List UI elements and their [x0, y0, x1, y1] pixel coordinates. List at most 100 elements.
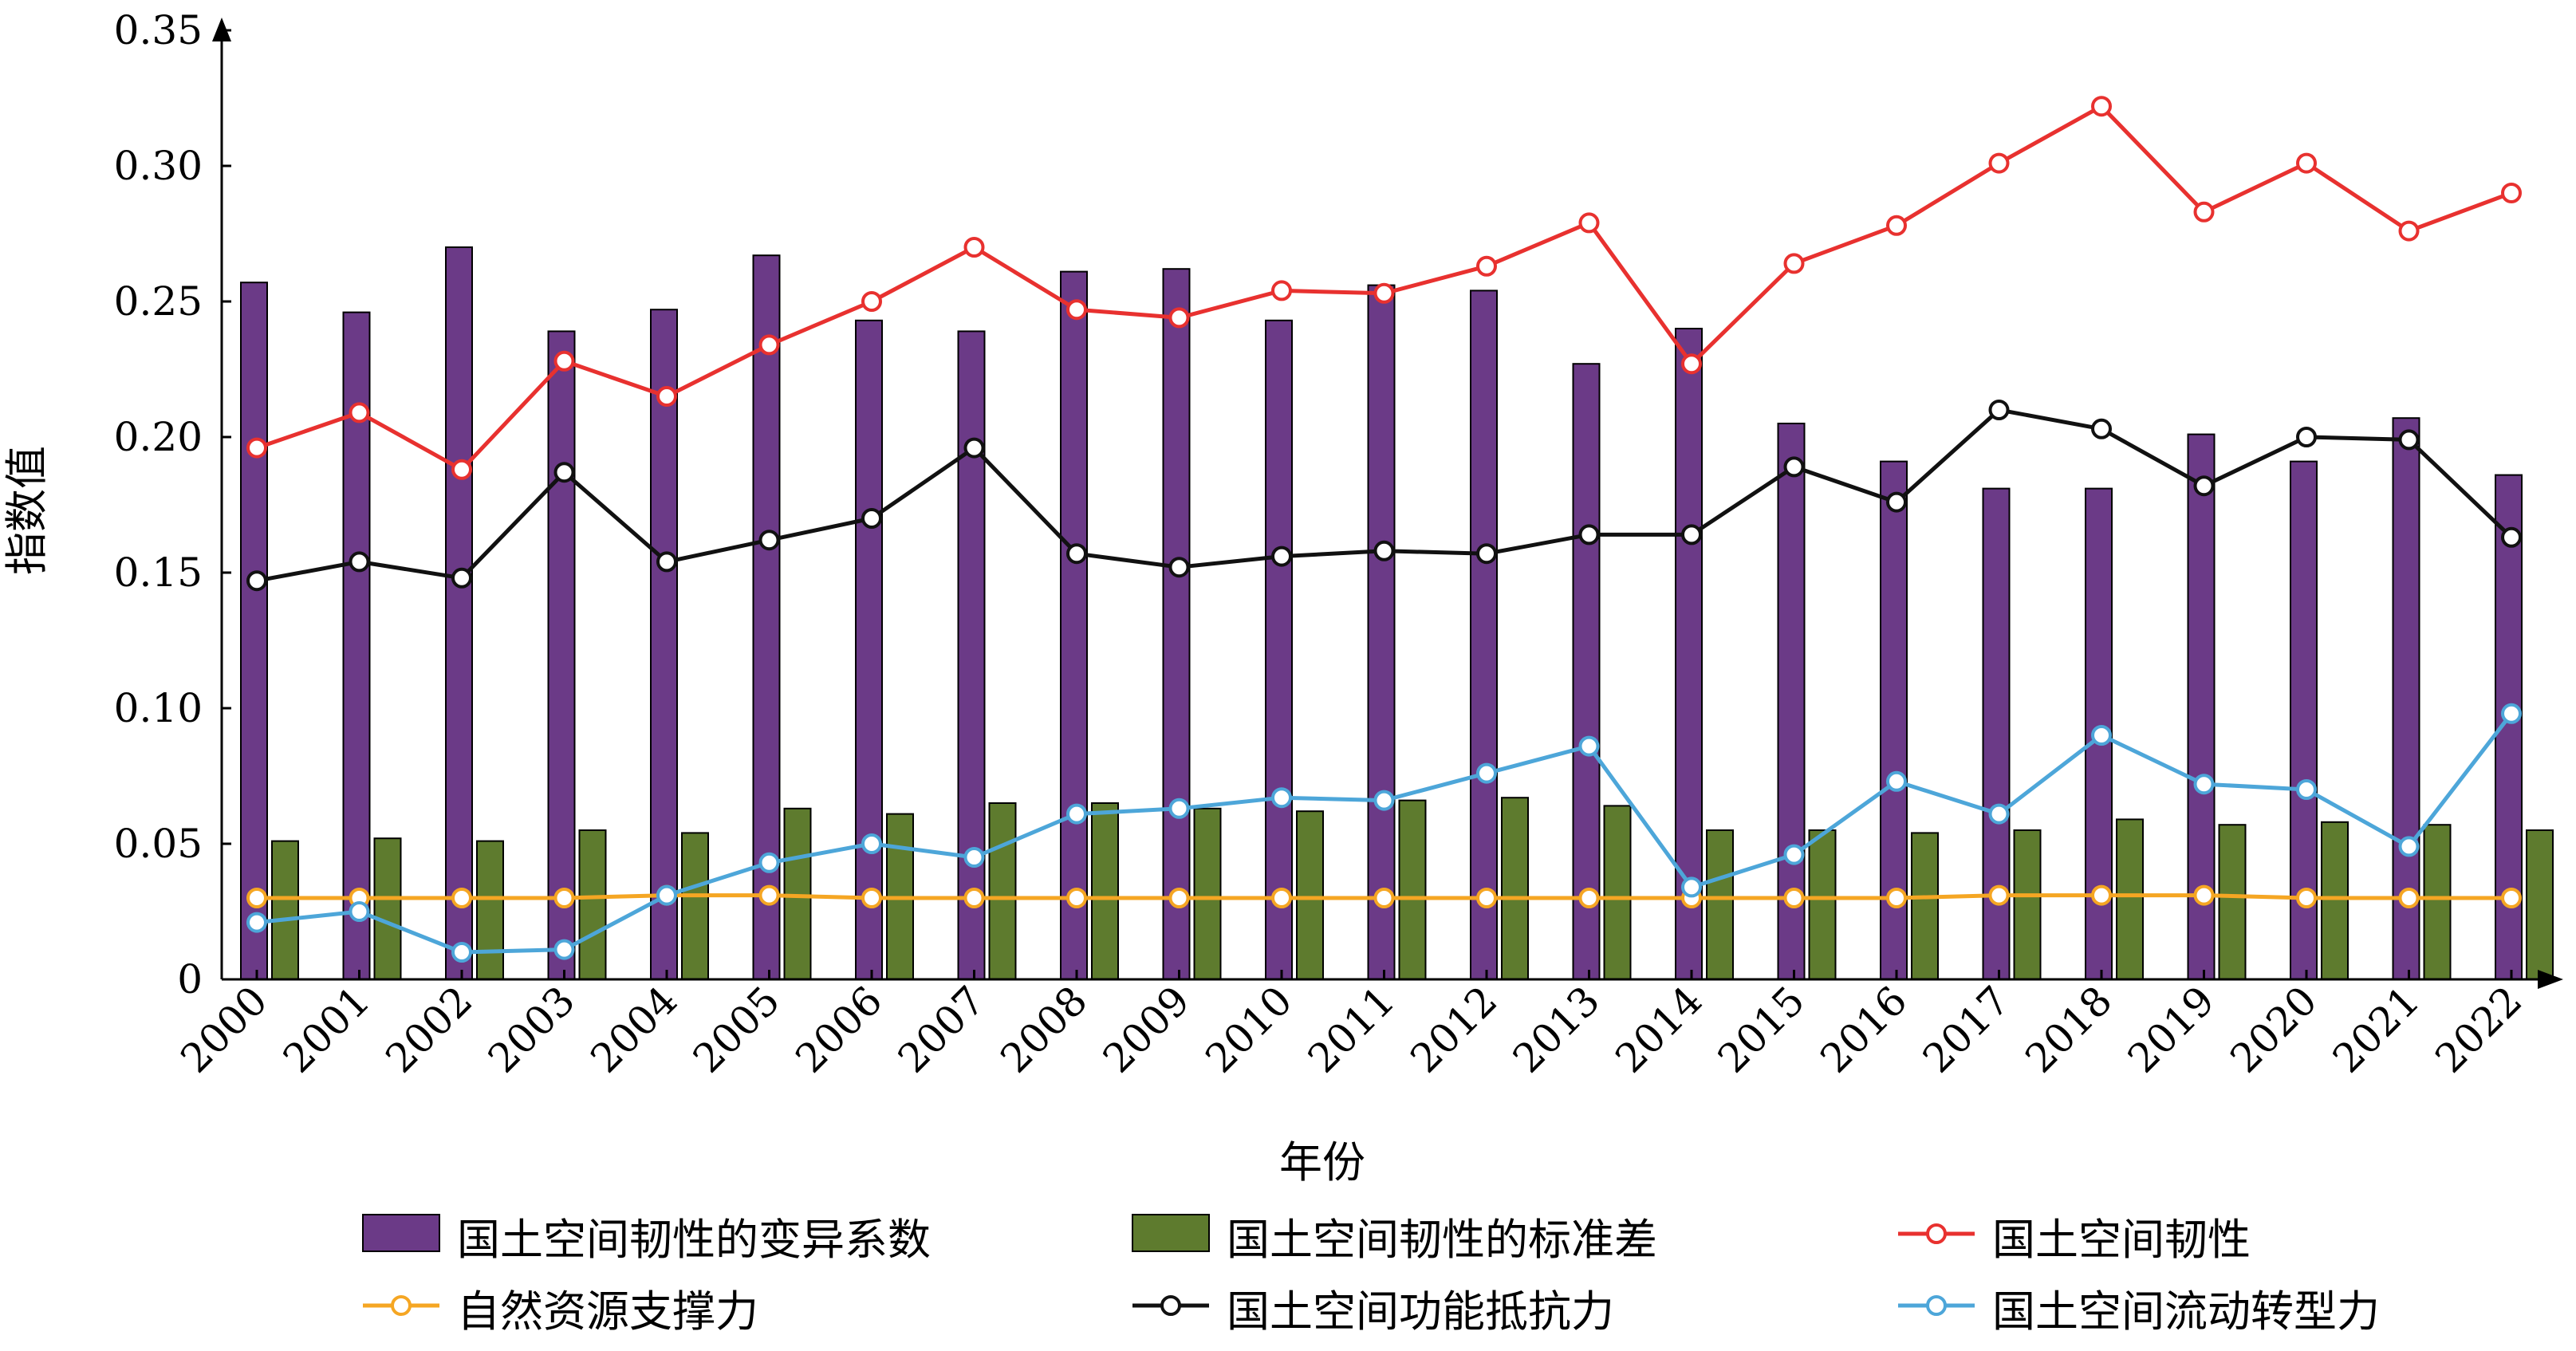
- bar: [1808, 829, 1837, 980]
- x-tick-label: 2005: [684, 977, 789, 1081]
- x-tick-label: 2017: [1914, 977, 2019, 1081]
- data-point: [1271, 280, 1292, 301]
- data-point: [349, 551, 370, 573]
- data-point: [1373, 282, 1395, 304]
- data-point: [1271, 888, 1292, 908]
- data-point: [1271, 546, 1292, 567]
- bar: [1706, 829, 1734, 980]
- data-point: [1578, 212, 1600, 234]
- y-ticks: 0 0.05 0.10 0.15 0.20 0.25 0.30 0.35: [114, 7, 231, 1002]
- data-point: [758, 334, 780, 356]
- data-point: [2296, 779, 2317, 800]
- data-point: [1373, 540, 1395, 561]
- bar: [1501, 797, 1529, 981]
- x-tick-label: 2010: [1196, 977, 1301, 1081]
- data-point: [2501, 526, 2522, 548]
- bar: [547, 330, 576, 980]
- y-tick-label: 0.35: [114, 7, 203, 53]
- data-point: [1168, 557, 1190, 578]
- data-point: [1988, 400, 2010, 420]
- data-point: [1886, 215, 1907, 236]
- y-tick-label: 0.15: [114, 549, 203, 596]
- data-point: [1886, 770, 1907, 792]
- x-tick-label: 2001: [274, 977, 379, 1081]
- data-point: [2398, 836, 2420, 857]
- y-tick-label: 0.05: [114, 821, 203, 867]
- data-point: [1783, 456, 1805, 478]
- x-tick-label: 2014: [1606, 977, 1711, 1081]
- x-tick-label: 2015: [1709, 977, 1814, 1081]
- data-point: [963, 437, 985, 459]
- x-tick-label: 2019: [2119, 977, 2223, 1081]
- legend-marker: [1160, 1295, 1181, 1316]
- legend-marker: [1926, 1295, 1947, 1316]
- y-axis-title: 指数值: [2, 446, 52, 575]
- data-point: [963, 237, 985, 258]
- data-point: [451, 567, 472, 589]
- x-ticks: 2000200120022003200420052006200720082009…: [171, 970, 2531, 1081]
- data-point: [1271, 787, 1292, 809]
- bar: [1398, 799, 1427, 980]
- data-point: [2398, 220, 2420, 242]
- x-tick-label: 2013: [1504, 977, 1609, 1081]
- data-point: [2091, 418, 2112, 439]
- bar: [2423, 824, 2452, 980]
- x-tick-label: 2020: [2221, 977, 2326, 1081]
- data-point: [2193, 774, 2215, 795]
- data-point: [1476, 255, 1497, 277]
- x-tick-label: 2022: [2426, 977, 2531, 1081]
- line-layer: [246, 96, 2522, 963]
- bar: [1572, 363, 1601, 980]
- data-point: [963, 847, 985, 868]
- data-point: [2193, 475, 2215, 497]
- data-point: [1886, 888, 1907, 908]
- data-point: [1988, 803, 2010, 825]
- y-tick-label: 0.25: [114, 278, 203, 325]
- data-point: [349, 901, 370, 922]
- x-tick-label: 2008: [991, 977, 1096, 1081]
- data-point: [246, 437, 267, 459]
- bar: [1367, 284, 1396, 981]
- bar: [1777, 423, 1806, 980]
- bar: [1911, 832, 1939, 981]
- x-tick-label: 2009: [1094, 977, 1199, 1081]
- bar: [2013, 829, 2042, 980]
- y-tick-label: 0.10: [114, 685, 203, 731]
- bar: [342, 311, 371, 981]
- data-point: [246, 570, 267, 592]
- bar: [1265, 319, 1293, 980]
- data-point: [2193, 201, 2215, 223]
- x-tick-label: 2004: [581, 977, 686, 1081]
- y-tick-label: 0.20: [114, 414, 203, 460]
- y-tick-label: 0: [177, 956, 203, 1002]
- data-point: [758, 884, 780, 906]
- data-point: [1988, 152, 2010, 174]
- data-point: [1476, 762, 1497, 784]
- data-point: [963, 888, 985, 908]
- data-point: [861, 291, 882, 312]
- bar: [855, 319, 883, 980]
- data-point: [1681, 353, 1702, 375]
- bar: [650, 309, 678, 980]
- data-point: [451, 942, 472, 963]
- data-point: [1476, 888, 1497, 908]
- data-point: [1373, 790, 1395, 811]
- data-point: [2296, 152, 2317, 174]
- bar: [988, 802, 1017, 980]
- bar: [2218, 824, 2247, 980]
- data-point: [553, 462, 575, 483]
- bar: [1982, 487, 2011, 980]
- bar: [1162, 268, 1191, 980]
- bar: [476, 840, 504, 980]
- bar: [445, 246, 473, 980]
- bar: [1603, 805, 1632, 981]
- bar: [373, 837, 402, 980]
- bar: [2526, 829, 2554, 980]
- data-point: [2091, 884, 2112, 906]
- data-point: [2501, 703, 2522, 724]
- data-point: [758, 530, 780, 551]
- x-tick-label: 2018: [2016, 977, 2121, 1081]
- legend-label: 国土空间功能抵抗力: [1227, 1286, 1614, 1337]
